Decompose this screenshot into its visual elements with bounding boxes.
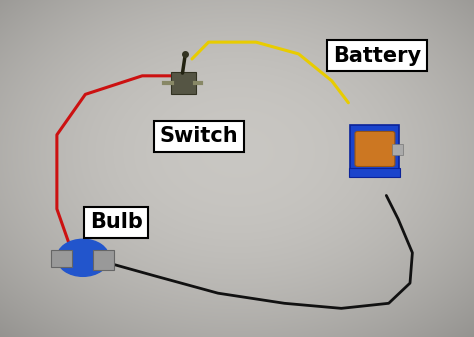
FancyBboxPatch shape bbox=[392, 144, 403, 155]
Text: Bulb: Bulb bbox=[90, 212, 143, 233]
FancyBboxPatch shape bbox=[51, 250, 72, 267]
FancyBboxPatch shape bbox=[348, 168, 400, 177]
FancyBboxPatch shape bbox=[350, 125, 399, 172]
FancyBboxPatch shape bbox=[171, 72, 196, 94]
Text: Switch: Switch bbox=[160, 126, 238, 147]
FancyBboxPatch shape bbox=[355, 131, 395, 166]
FancyBboxPatch shape bbox=[93, 250, 114, 270]
Text: Battery: Battery bbox=[333, 45, 421, 66]
Circle shape bbox=[57, 239, 109, 276]
